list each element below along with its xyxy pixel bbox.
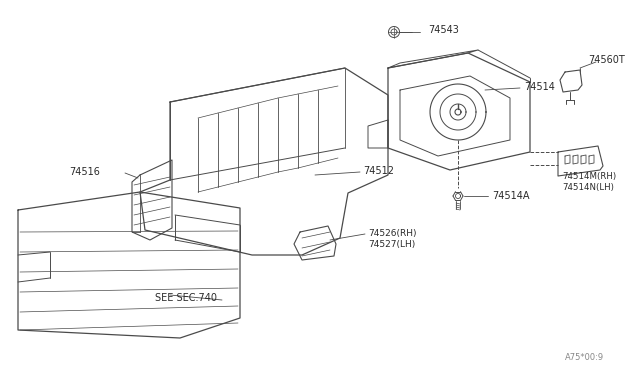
Text: 74526(RH): 74526(RH) bbox=[368, 228, 417, 237]
Text: 74560T: 74560T bbox=[588, 55, 625, 65]
Text: 74514M(RH): 74514M(RH) bbox=[562, 171, 616, 180]
Text: A75*00:9: A75*00:9 bbox=[565, 353, 604, 362]
Text: 74516: 74516 bbox=[69, 167, 100, 177]
Text: 74527(LH): 74527(LH) bbox=[368, 240, 415, 248]
Text: 74514A: 74514A bbox=[492, 191, 529, 201]
Text: 74514: 74514 bbox=[524, 82, 555, 92]
Text: SEE SEC.740: SEE SEC.740 bbox=[155, 293, 217, 303]
Text: 74543: 74543 bbox=[428, 25, 459, 35]
Text: 74514N(LH): 74514N(LH) bbox=[562, 183, 614, 192]
Text: 74512: 74512 bbox=[363, 166, 394, 176]
